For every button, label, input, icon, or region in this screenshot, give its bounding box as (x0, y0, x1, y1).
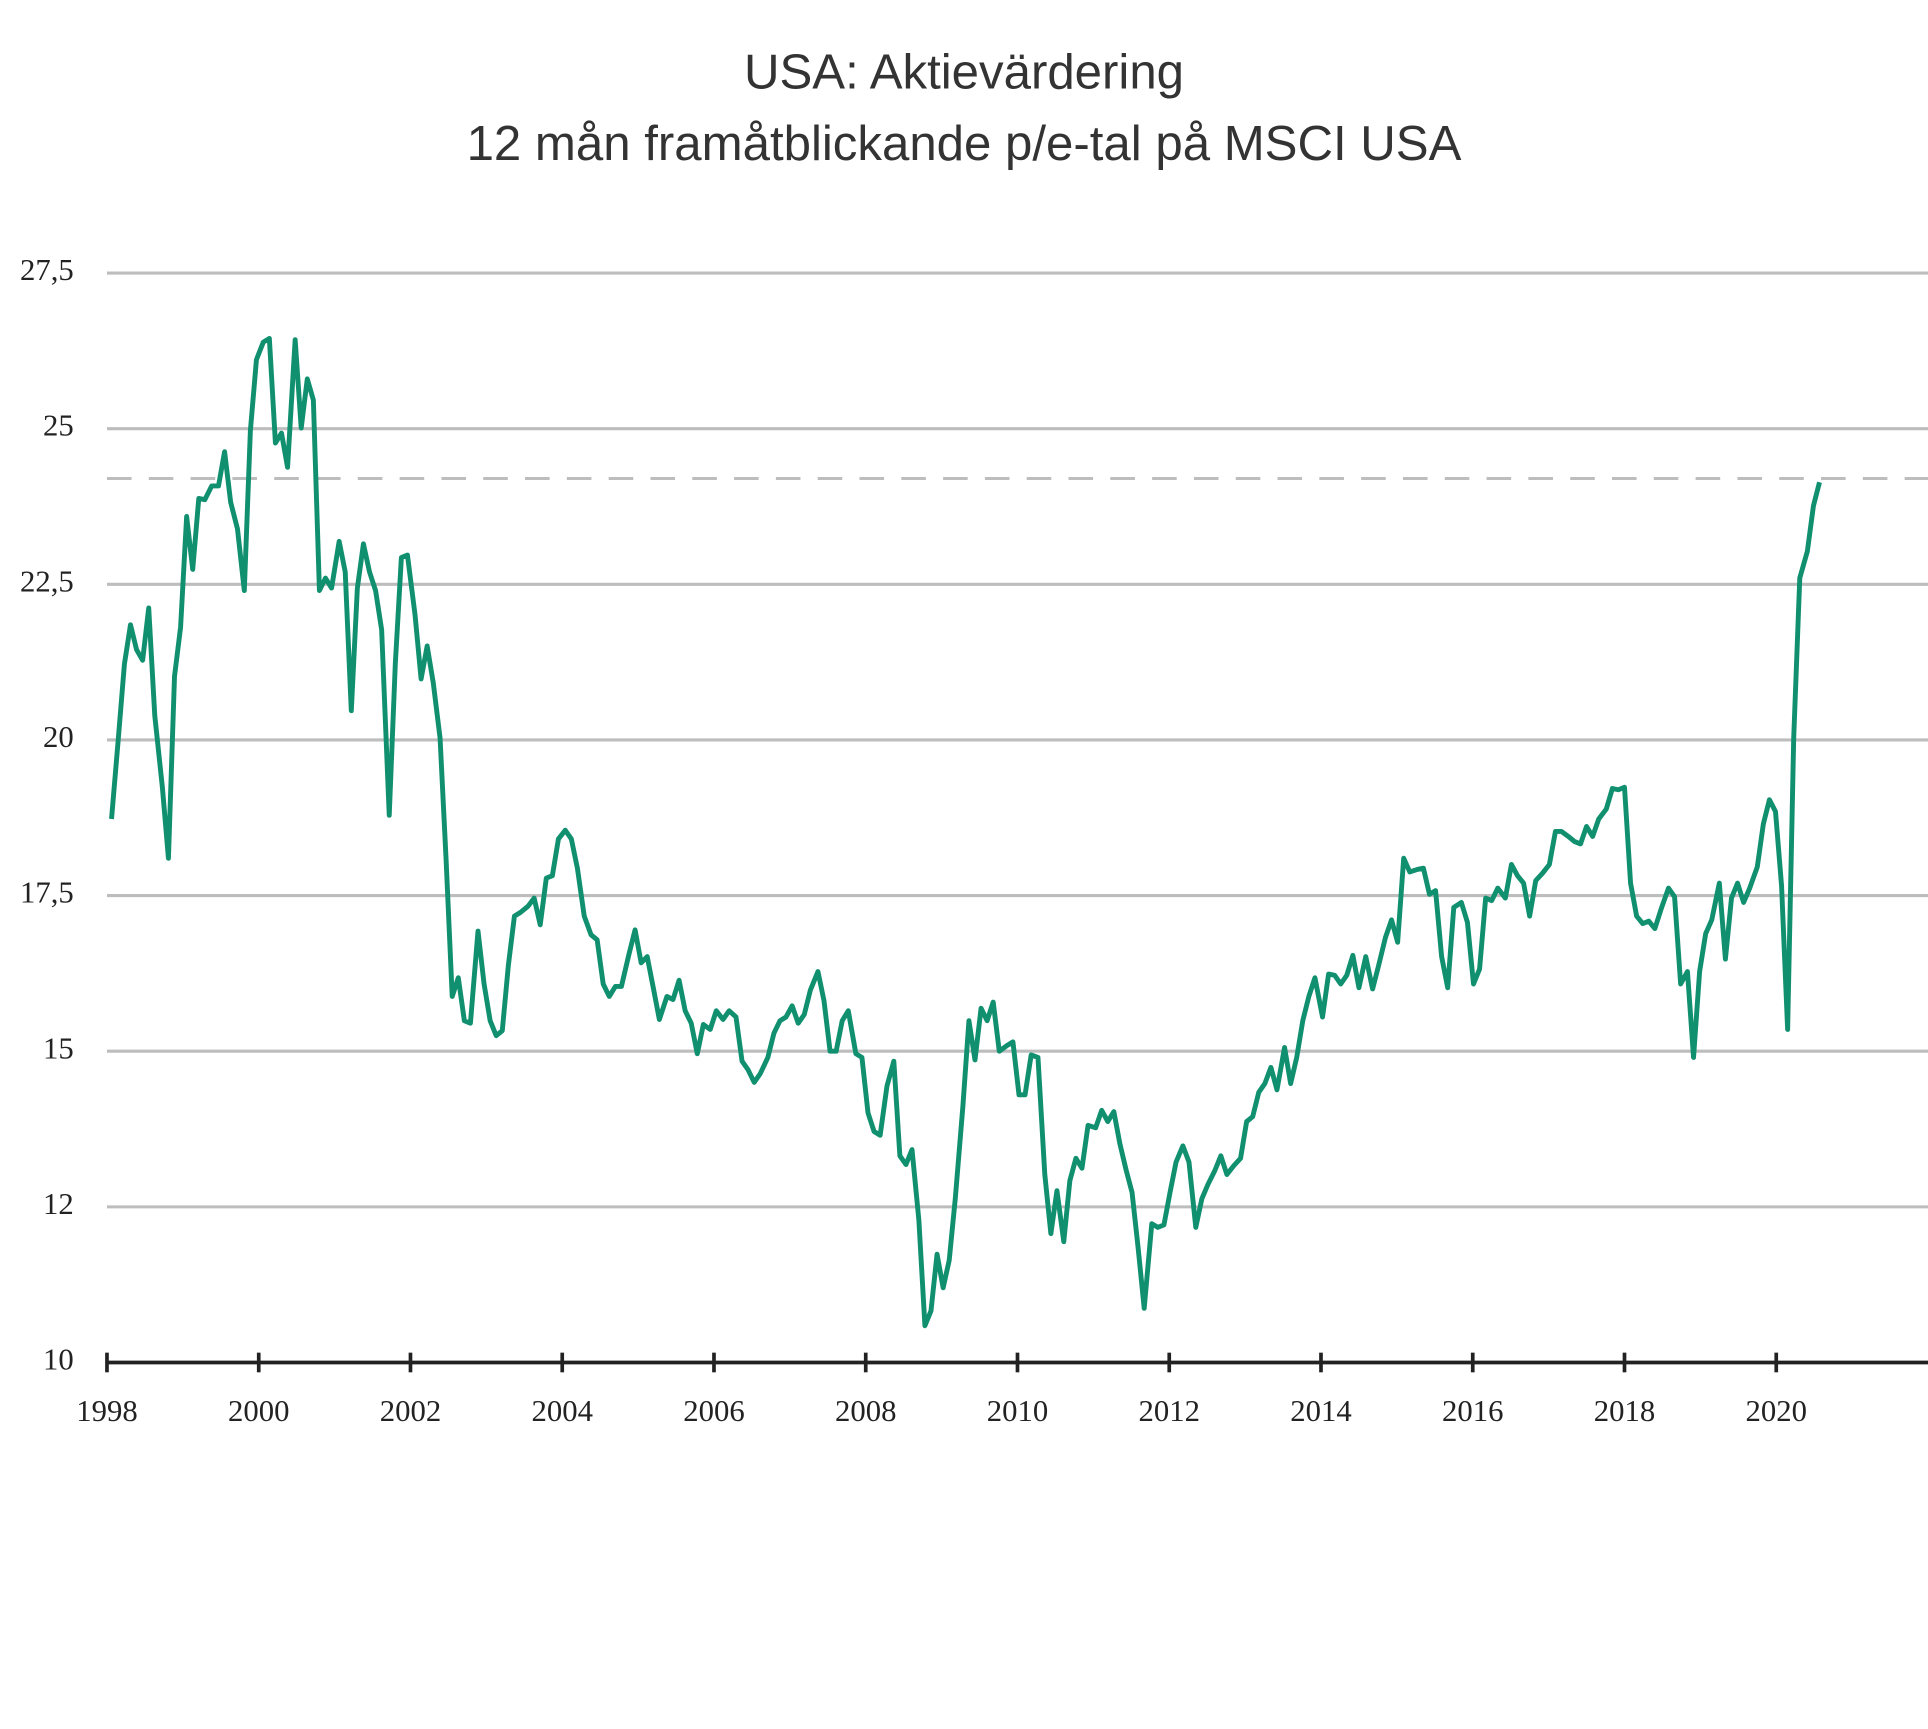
x-tick-label: 2002 (380, 1394, 441, 1428)
x-tick-label: 2004 (532, 1394, 593, 1428)
x-tick-label: 2000 (228, 1394, 289, 1428)
y-tick-label: 10 (43, 1343, 74, 1377)
data-line (109, 335, 1822, 1329)
x-tick-label: 2014 (1290, 1394, 1351, 1428)
chart-title: USA: Aktievärdering (744, 45, 1184, 100)
x-tick-label: 2010 (987, 1394, 1048, 1428)
y-tick-label: 12 (43, 1187, 74, 1221)
y-tick-label: 22,5 (20, 564, 74, 598)
y-tick-label: 15 (43, 1031, 74, 1065)
x-tick-label: 1998 (76, 1394, 137, 1428)
x-tick-label: 2006 (683, 1394, 744, 1428)
y-tick-label: 20 (43, 720, 74, 754)
y-tick-label: 27,5 (20, 253, 74, 287)
chart-subtitle: 12 mån framåtblickande p/e-tal på MSCI U… (467, 116, 1462, 171)
y-tick-label: 25 (43, 409, 74, 443)
x-tick-label: 2008 (835, 1394, 896, 1428)
x-tick-label: 2012 (1139, 1394, 1200, 1428)
x-tick-label: 2016 (1442, 1394, 1503, 1428)
x-tick-label: 2018 (1594, 1394, 1655, 1428)
x-tick-label: 2020 (1746, 1394, 1807, 1428)
y-tick-label: 17,5 (20, 876, 74, 910)
